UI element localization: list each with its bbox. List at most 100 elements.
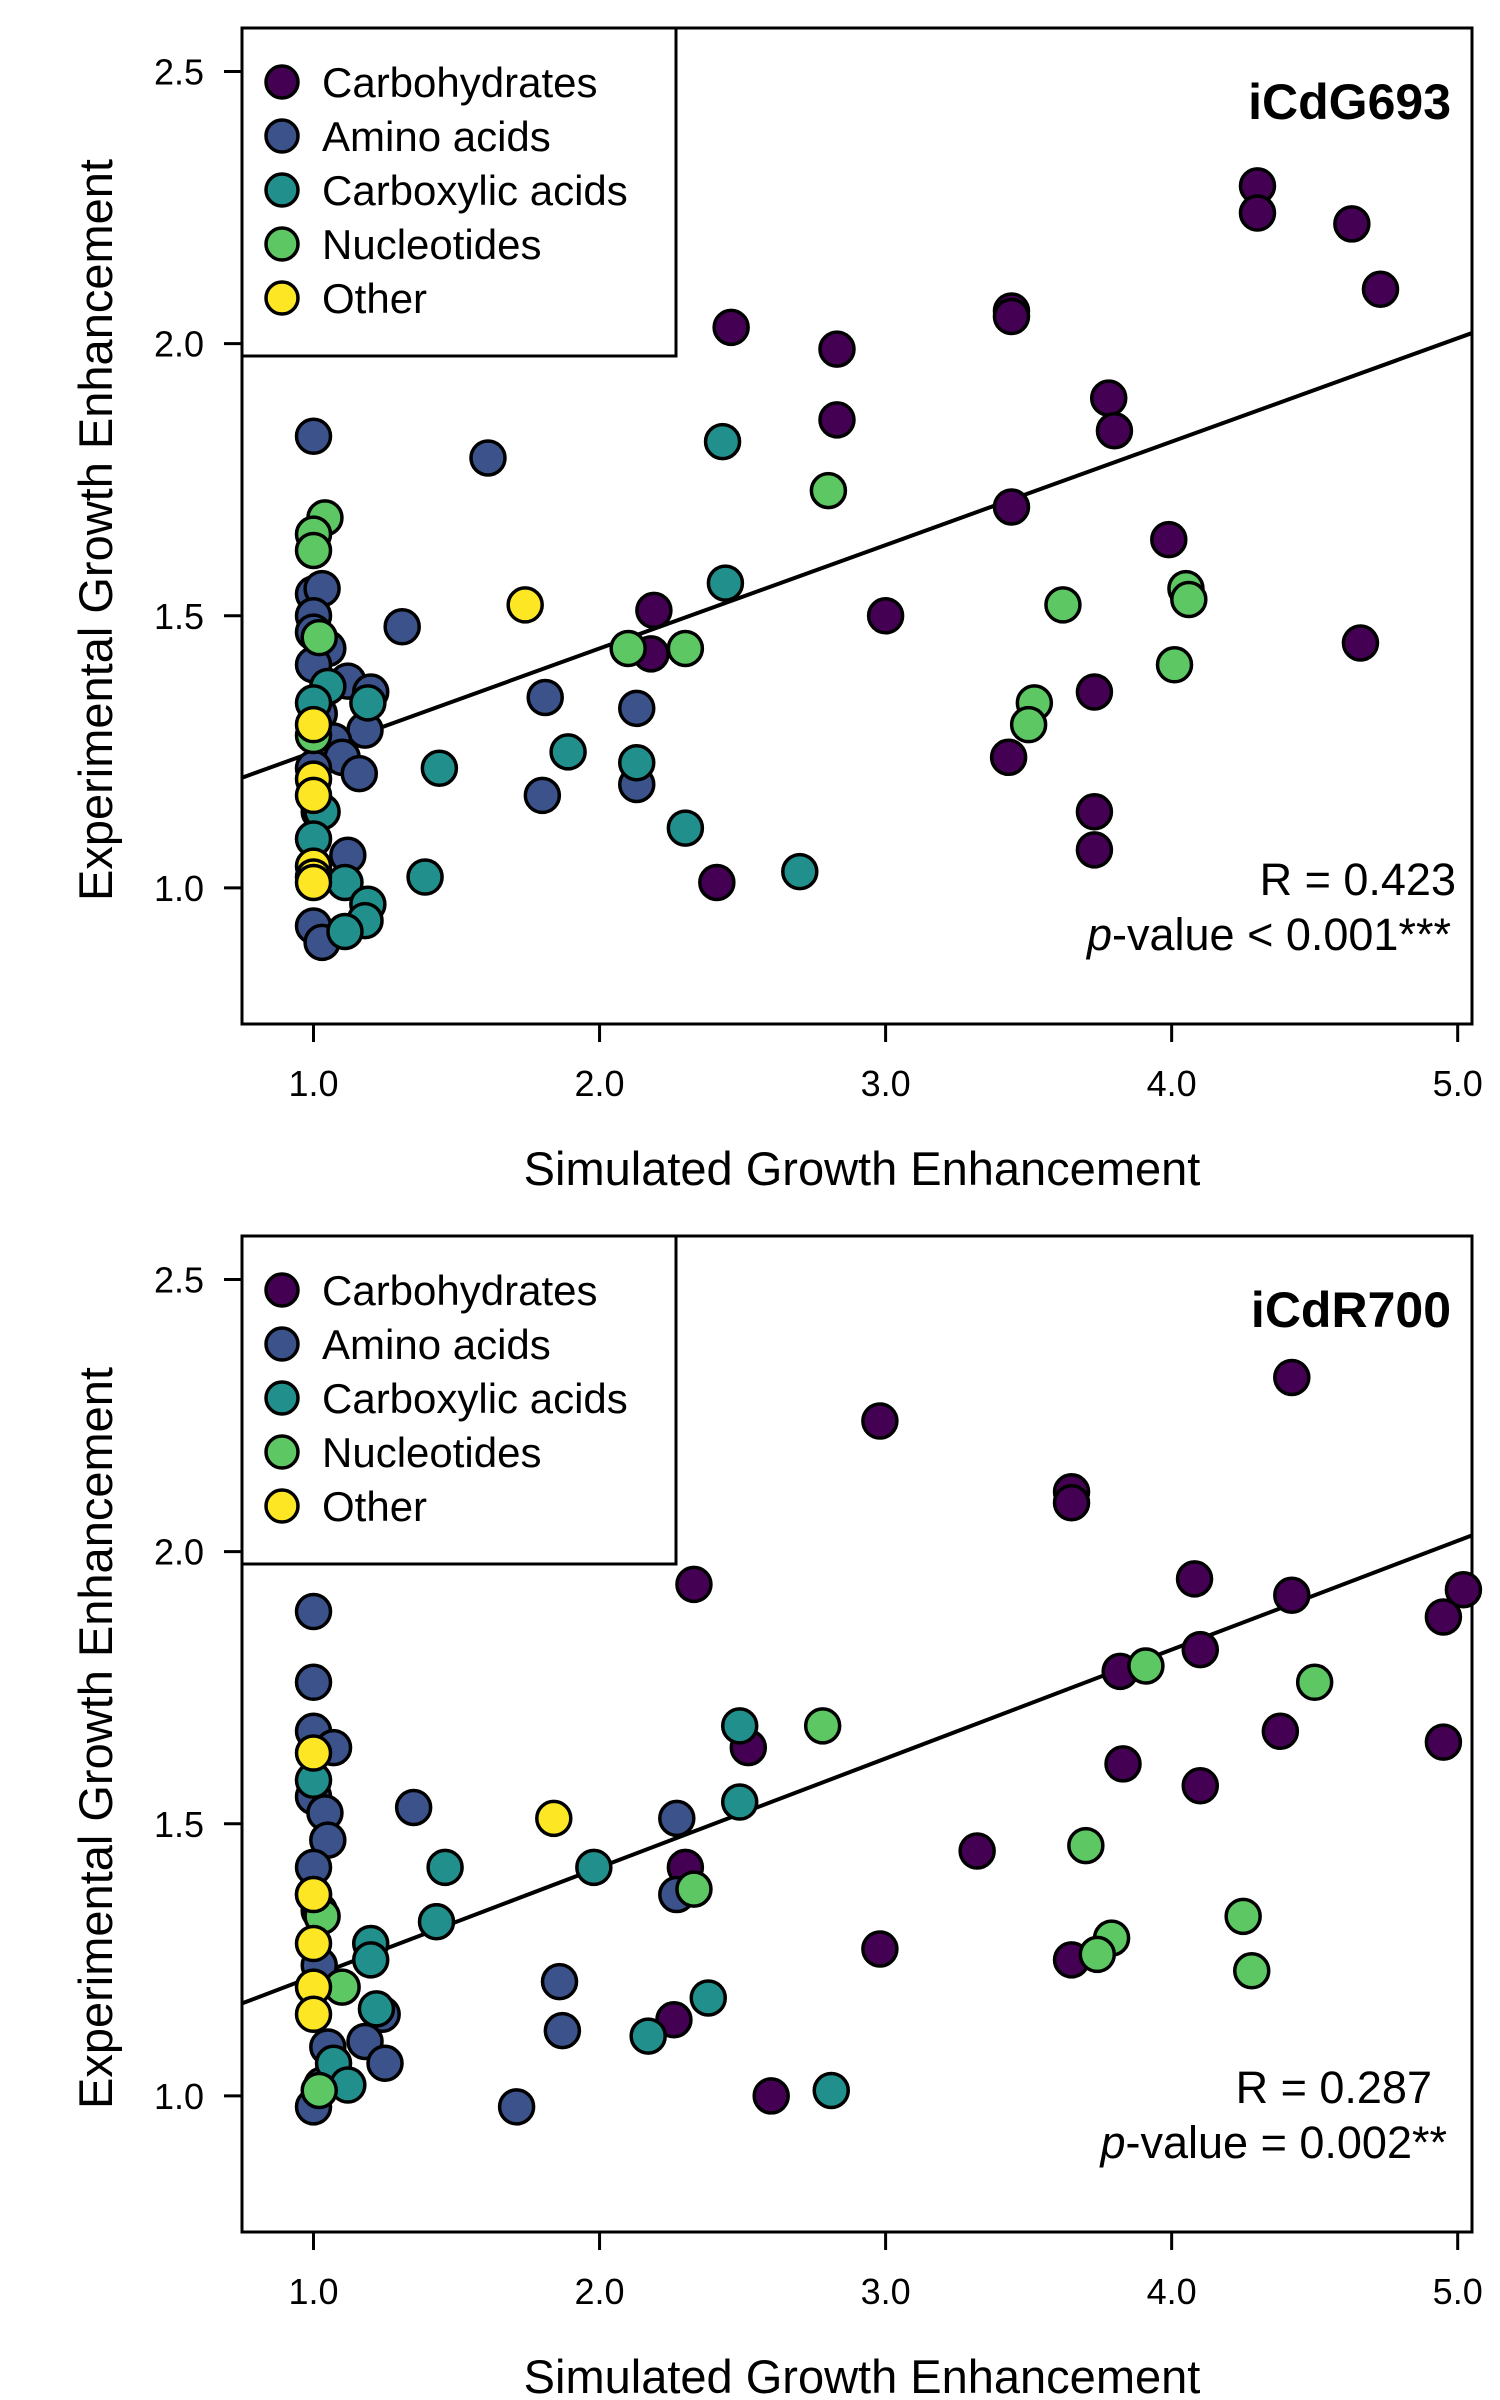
y-tick-label: 2.0 xyxy=(154,1532,204,1573)
legend-marker xyxy=(264,1488,300,1524)
legend-entries: Carbohydrates Amino acids Carboxylic acids… xyxy=(264,59,628,322)
data-point-other xyxy=(506,586,544,624)
data-point-carbohydrates xyxy=(861,1402,899,1440)
y-tick-label: 1.0 xyxy=(154,2076,204,2117)
data-point-carboxylic-acids xyxy=(549,733,587,771)
legend-box xyxy=(240,26,678,358)
y-tick-label: 2.5 xyxy=(154,1260,204,1301)
legend-marker xyxy=(264,1380,300,1416)
y-tick-label: 1.0 xyxy=(154,868,204,909)
legend-label: Nucleotides xyxy=(322,1429,541,1476)
data-point-carbohydrates xyxy=(1181,1766,1220,1805)
data-point-carbohydrates xyxy=(698,863,736,902)
data-point-carbohydrates xyxy=(866,597,905,635)
legend-marker xyxy=(264,226,300,262)
data-point-amino-acids xyxy=(497,2088,536,2126)
x-tick-label: 5.0 xyxy=(1433,2271,1483,2312)
data-point-amino-acids xyxy=(540,1962,579,2001)
stat-p-prefix: p xyxy=(1098,2117,1125,2168)
data-point-carboxylic-acids xyxy=(617,744,656,782)
data-point-amino-acids xyxy=(543,2011,582,2050)
data-point-carbohydrates xyxy=(989,738,1028,777)
data-point-carbohydrates xyxy=(1424,1598,1463,1636)
legend-label: Carboxylic acids xyxy=(322,1375,628,1422)
data-point-carbohydrates xyxy=(675,1565,713,1604)
data-point-other xyxy=(294,776,333,815)
data-point-carbohydrates xyxy=(635,591,673,630)
chart-title: iCdR700 xyxy=(1251,1282,1451,1338)
legend-label: Amino acids xyxy=(322,1321,551,1368)
data-point-carbohydrates xyxy=(1181,1630,1220,1669)
data-point-amino-acids xyxy=(526,678,564,717)
chart-panel-icdg693: 1.0 2.0 3.0 4.0 5.0 1.0 1.5 2.0 2.5 Carbohydrate… xyxy=(69,26,1483,1195)
data-point-other xyxy=(294,863,333,902)
data-point-nucleotides xyxy=(803,1707,842,1745)
y-axis-title: Experimental Growth Enhancement xyxy=(69,1367,122,2109)
data-point-amino-acids xyxy=(294,417,333,455)
data-point-nucleotides xyxy=(1295,1663,1334,1702)
legend-label: Carbohydrates xyxy=(322,1267,597,1314)
data-point-nucleotides xyxy=(675,1870,713,1908)
legend-box xyxy=(240,1234,678,1566)
data-point-amino-acids xyxy=(469,439,507,477)
legend-label: Nucleotides xyxy=(322,221,541,268)
data-point-carbohydrates xyxy=(992,488,1031,526)
y-tick-label: 1.5 xyxy=(154,1804,204,1845)
legend-label: Other xyxy=(322,275,427,322)
data-point-amino-acids xyxy=(366,2044,404,2083)
data-point-amino-acids xyxy=(658,1799,696,1838)
data-point-nucleotides xyxy=(1127,1647,1165,1685)
data-point-carbohydrates xyxy=(1273,1358,1311,1397)
x-tick-label: 5.0 xyxy=(1433,1063,1483,1104)
data-point-carbohydrates xyxy=(1273,1576,1311,1614)
stat-p-rest: -value = 0.002** xyxy=(1126,2117,1447,2168)
x-tick-label: 4.0 xyxy=(1147,1063,1197,1104)
legend-label: Carbohydrates xyxy=(322,59,597,106)
x-tick-label: 4.0 xyxy=(1147,2271,1197,2312)
x-tick-label: 1.0 xyxy=(288,2271,338,2312)
legend-label: Other xyxy=(322,1483,427,1530)
legend: Carbohydrates Amino acids Carboxylic acids… xyxy=(240,1234,678,1566)
data-point-nucleotides xyxy=(609,629,647,668)
data-point-nucleotides xyxy=(1009,705,1048,744)
data-point-carbohydrates xyxy=(1075,792,1114,831)
data-point-other xyxy=(294,705,333,744)
x-tick-label: 2.0 xyxy=(575,1063,625,1104)
legend-marker xyxy=(264,1434,300,1470)
data-point-carbohydrates xyxy=(1424,1723,1463,1761)
legend-label: Carboxylic acids xyxy=(322,167,628,214)
chart-panel-icdr700: 1.0 2.0 3.0 4.0 5.0 1.0 1.5 2.0 2.5 Carbohydrate… xyxy=(69,1234,1483,2400)
data-point-amino-acids xyxy=(394,1788,433,1827)
legend-marker xyxy=(264,118,300,154)
data-point-carboxylic-acids xyxy=(706,564,745,602)
y-tick-label: 2.0 xyxy=(154,324,204,365)
x-tick-label: 1.0 xyxy=(288,1063,338,1104)
data-point-nucleotides xyxy=(1155,646,1194,684)
x-axis-title: Simulated Growth Enhancement xyxy=(524,1142,1201,1195)
legend-marker xyxy=(264,1272,300,1308)
data-point-carbohydrates xyxy=(1095,412,1134,450)
data-point-carbohydrates xyxy=(1238,194,1277,232)
y-tick-label: 2.5 xyxy=(154,52,204,93)
plot-frame xyxy=(240,1234,1474,2234)
legend-marker xyxy=(264,64,300,100)
data-point-other xyxy=(294,1995,333,2034)
stat-p-prefix: p xyxy=(1085,909,1112,960)
data-point-carboxylic-acids xyxy=(720,1783,759,1821)
plot-frame xyxy=(240,26,1474,1026)
data-point-amino-acids xyxy=(340,754,379,793)
data-point-carbohydrates xyxy=(712,308,750,347)
data-point-amino-acids xyxy=(294,1663,333,1702)
data-point-carboxylic-acids xyxy=(326,912,364,951)
data-point-nucleotides xyxy=(1170,580,1208,619)
y-axis-title: Experimental Growth Enhancement xyxy=(69,159,122,901)
data-point-carbohydrates xyxy=(1341,624,1380,662)
data-point-carboxylic-acids xyxy=(575,1848,613,1887)
data-point-other xyxy=(294,1924,333,1963)
chart-title: iCdG693 xyxy=(1248,74,1451,130)
axes-group: 1.0 2.0 3.0 4.0 5.0 1.0 1.5 2.0 2.5 xyxy=(154,1260,1483,2312)
data-point-carboxylic-acids xyxy=(426,1848,464,1887)
data-point-amino-acids xyxy=(294,1592,333,1631)
legend-label: Amino acids xyxy=(322,113,551,160)
